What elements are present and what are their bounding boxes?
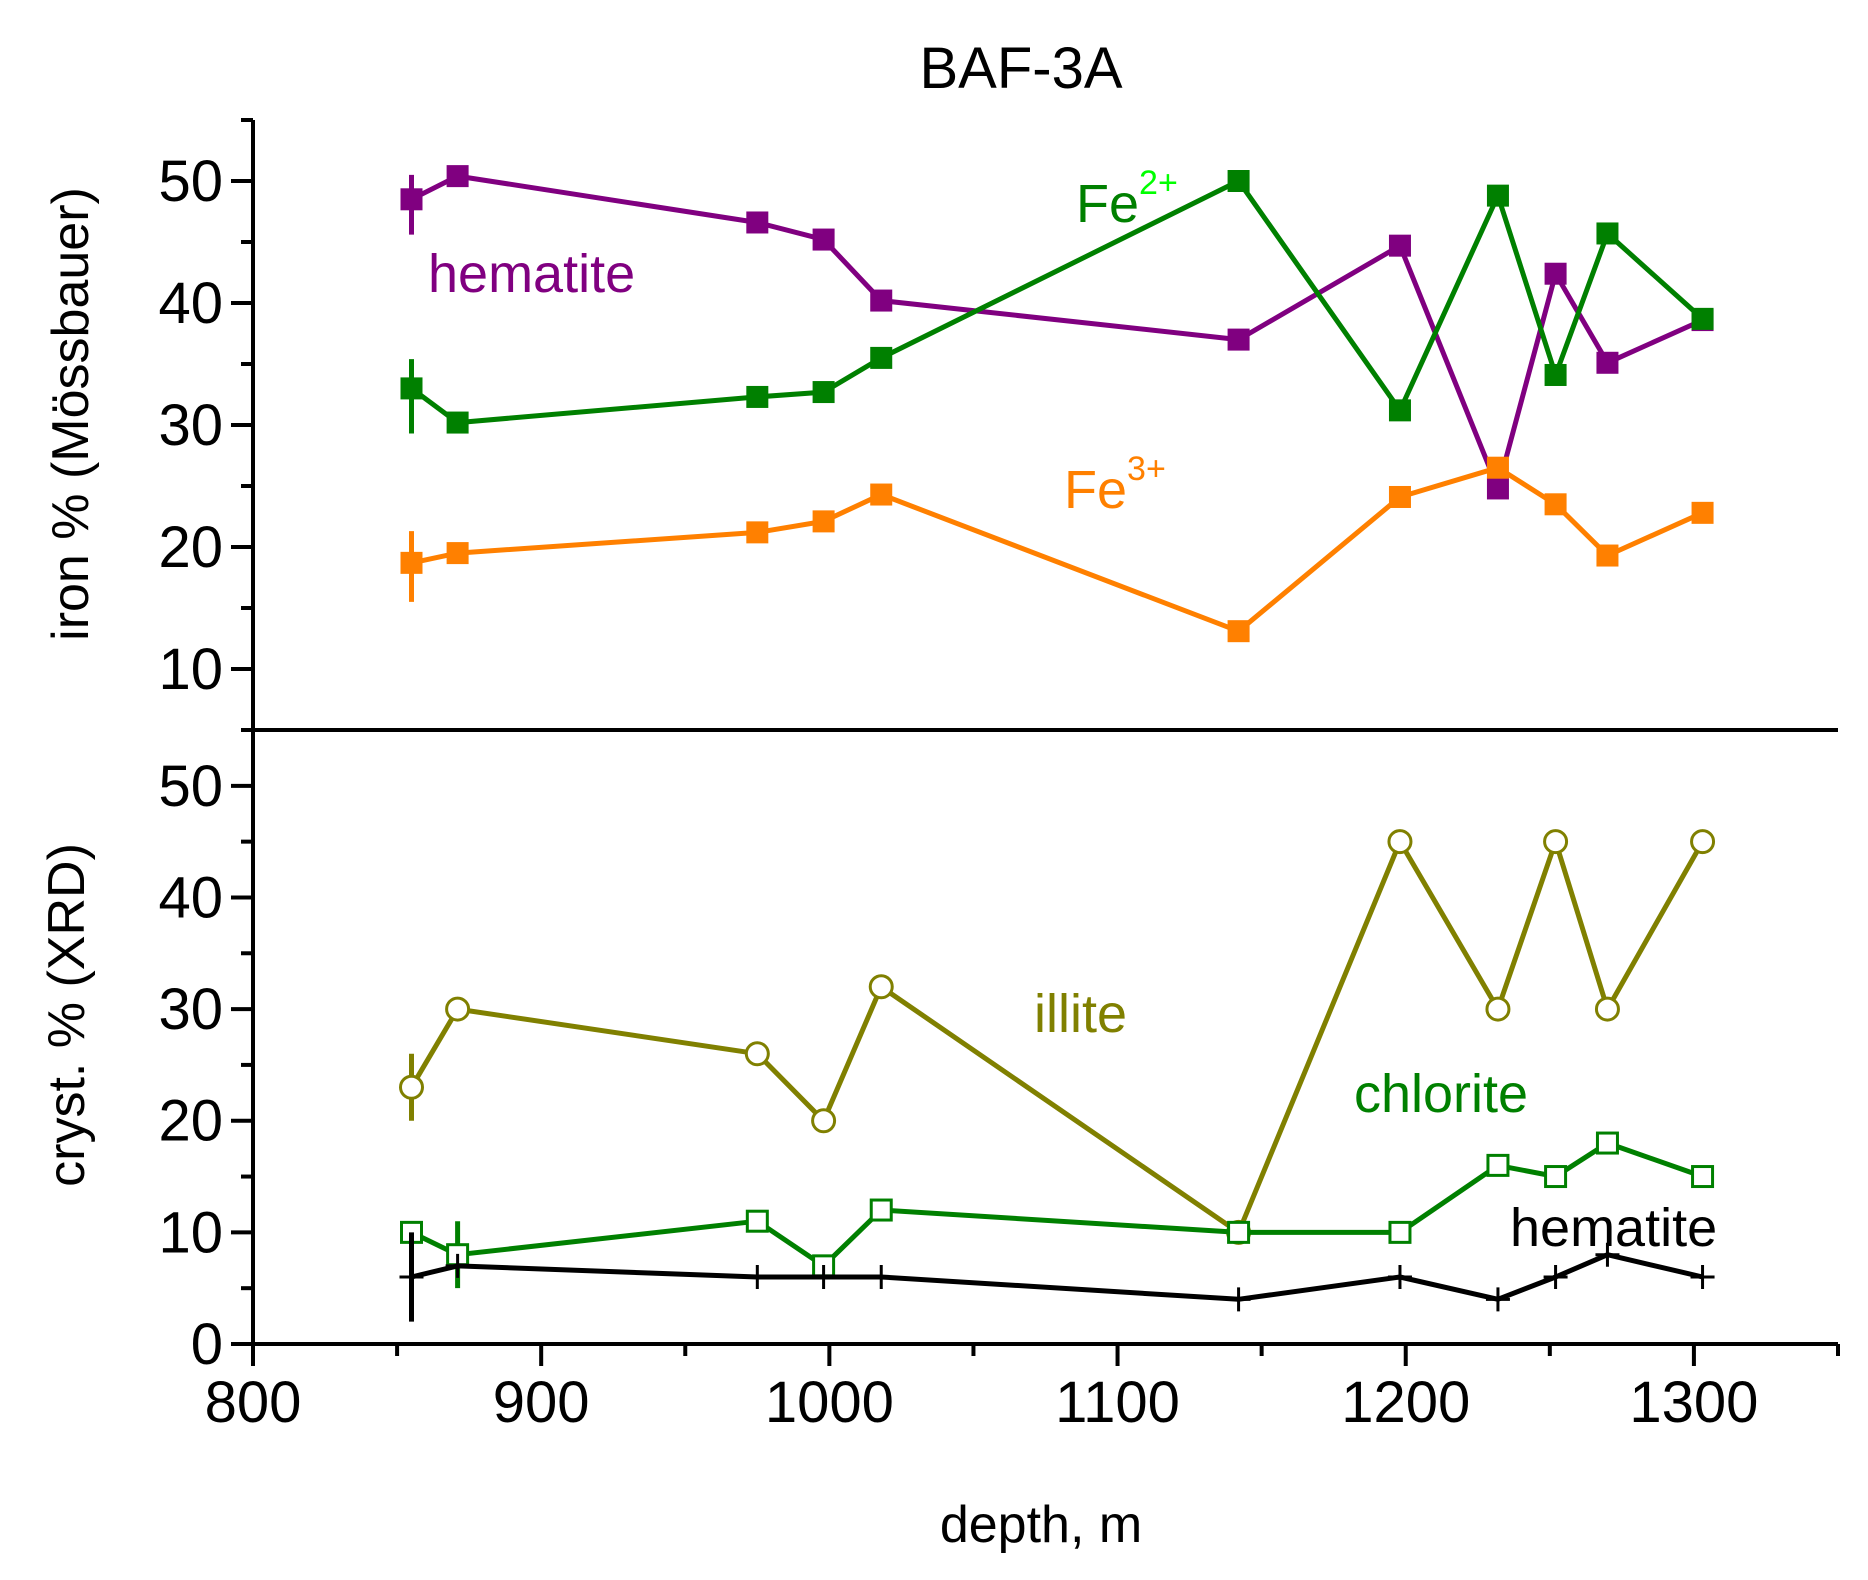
data-point — [1486, 1287, 1510, 1311]
annotation-fe2plus: Fe2+ — [1076, 164, 1178, 234]
data-point — [1487, 457, 1509, 479]
data-point — [1691, 1265, 1715, 1289]
y-tick-label-xrd: 10 — [158, 1200, 223, 1265]
data-point — [1389, 399, 1411, 421]
data-point — [1692, 308, 1714, 330]
data-point — [447, 998, 469, 1020]
data-point — [870, 484, 892, 506]
data-point — [813, 229, 835, 251]
annotation-fe2plus-base: Fe — [1076, 174, 1139, 234]
data-point — [1596, 352, 1618, 374]
data-point — [401, 552, 423, 574]
data-point — [1390, 1222, 1410, 1242]
y-tick-label-mossbauer: 30 — [158, 393, 223, 458]
x-tick-label: 800 — [205, 1370, 302, 1435]
x-axis-title: depth, m — [940, 1496, 1142, 1554]
data-point — [746, 1043, 768, 1065]
data-point — [1228, 620, 1250, 642]
annotation-fe3plus-base: Fe — [1064, 460, 1127, 520]
y-tick-label-mossbauer: 50 — [158, 149, 223, 214]
y-tick-label-xrd: 50 — [158, 754, 223, 819]
data-point — [870, 290, 892, 312]
data-point — [813, 381, 835, 403]
data-point — [1545, 364, 1567, 386]
data-point — [401, 1076, 423, 1098]
data-point — [400, 1265, 424, 1289]
data-point — [1596, 222, 1618, 244]
annotation-fe3plus-sup: 3+ — [1127, 450, 1166, 488]
y-tick-label-xrd: 40 — [158, 865, 223, 930]
data-point — [1228, 170, 1250, 192]
data-point — [1692, 502, 1714, 524]
data-point — [1487, 477, 1509, 499]
series-layer — [400, 165, 1715, 1322]
data-point — [871, 1200, 891, 1220]
x-tick-label: 1100 — [1055, 1370, 1180, 1435]
data-point — [747, 1211, 767, 1231]
data-point — [1389, 486, 1411, 508]
chart: BAF-3A 800 900 1000 1100 1200 1300 10 20 30 40 50 0… — [0, 0, 1868, 1580]
data-point — [1229, 1222, 1249, 1242]
data-point — [1596, 998, 1618, 1020]
data-point — [746, 211, 768, 233]
data-point — [1545, 263, 1567, 285]
data-point — [1545, 831, 1567, 853]
series-mossbauer-fe3 — [401, 457, 1714, 642]
y-tick-label-xrd: 30 — [158, 977, 223, 1042]
data-point — [1388, 1265, 1412, 1289]
y-tick-label-mossbauer: 20 — [158, 515, 223, 580]
data-point — [1389, 235, 1411, 257]
y-axis-title-xrd: cryst. % (XRD) — [38, 843, 96, 1187]
data-point — [1228, 329, 1250, 351]
data-point — [401, 377, 423, 399]
annotation-chlorite: chlorite — [1354, 1064, 1528, 1124]
data-point — [447, 412, 469, 434]
data-point — [447, 542, 469, 564]
annotation-fe3plus: Fe3+ — [1064, 450, 1166, 520]
annotation-hematite-xrd: hematite — [1510, 1198, 1717, 1258]
series-mossbauer-hematite — [401, 165, 1714, 499]
data-point — [1544, 1265, 1568, 1289]
data-point — [870, 976, 892, 998]
data-point — [1546, 1167, 1566, 1187]
annotation-hematite-mossbauer: hematite — [428, 244, 635, 304]
data-point — [813, 1110, 835, 1132]
data-point — [746, 386, 768, 408]
chart-title: BAF-3A — [919, 36, 1122, 101]
annotation-illite: illite — [1034, 984, 1127, 1044]
data-point — [1693, 1167, 1713, 1187]
x-tick-label: 1000 — [765, 1370, 894, 1435]
data-point — [1596, 545, 1618, 567]
annotation-fe2plus-sup: 2+ — [1139, 164, 1178, 202]
x-tick-label: 900 — [493, 1370, 590, 1435]
data-point — [1389, 831, 1411, 853]
data-point — [746, 521, 768, 543]
data-point — [870, 347, 892, 369]
data-point — [813, 510, 835, 532]
x-tick-label: 1300 — [1629, 1370, 1758, 1435]
y-tick-label-xrd: 0 — [191, 1312, 223, 1377]
data-point — [745, 1265, 769, 1289]
data-point — [1545, 493, 1567, 515]
data-point — [869, 1265, 893, 1289]
data-point — [1597, 1133, 1617, 1153]
x-tick-label: 1200 — [1341, 1370, 1470, 1435]
y-tick-label-xrd: 20 — [158, 1089, 223, 1154]
data-point — [401, 188, 423, 210]
data-point — [1488, 1155, 1508, 1175]
data-point — [1487, 998, 1509, 1020]
y-tick-label-mossbauer: 40 — [158, 271, 223, 336]
data-point — [447, 165, 469, 187]
data-point — [1692, 831, 1714, 853]
y-tick-label-mossbauer: 10 — [158, 637, 223, 702]
y-axis-title-mossbauer: iron % (Mössbauer) — [42, 187, 100, 641]
series-line — [412, 1255, 1703, 1300]
data-point — [1227, 1287, 1251, 1311]
data-point — [1487, 185, 1509, 207]
